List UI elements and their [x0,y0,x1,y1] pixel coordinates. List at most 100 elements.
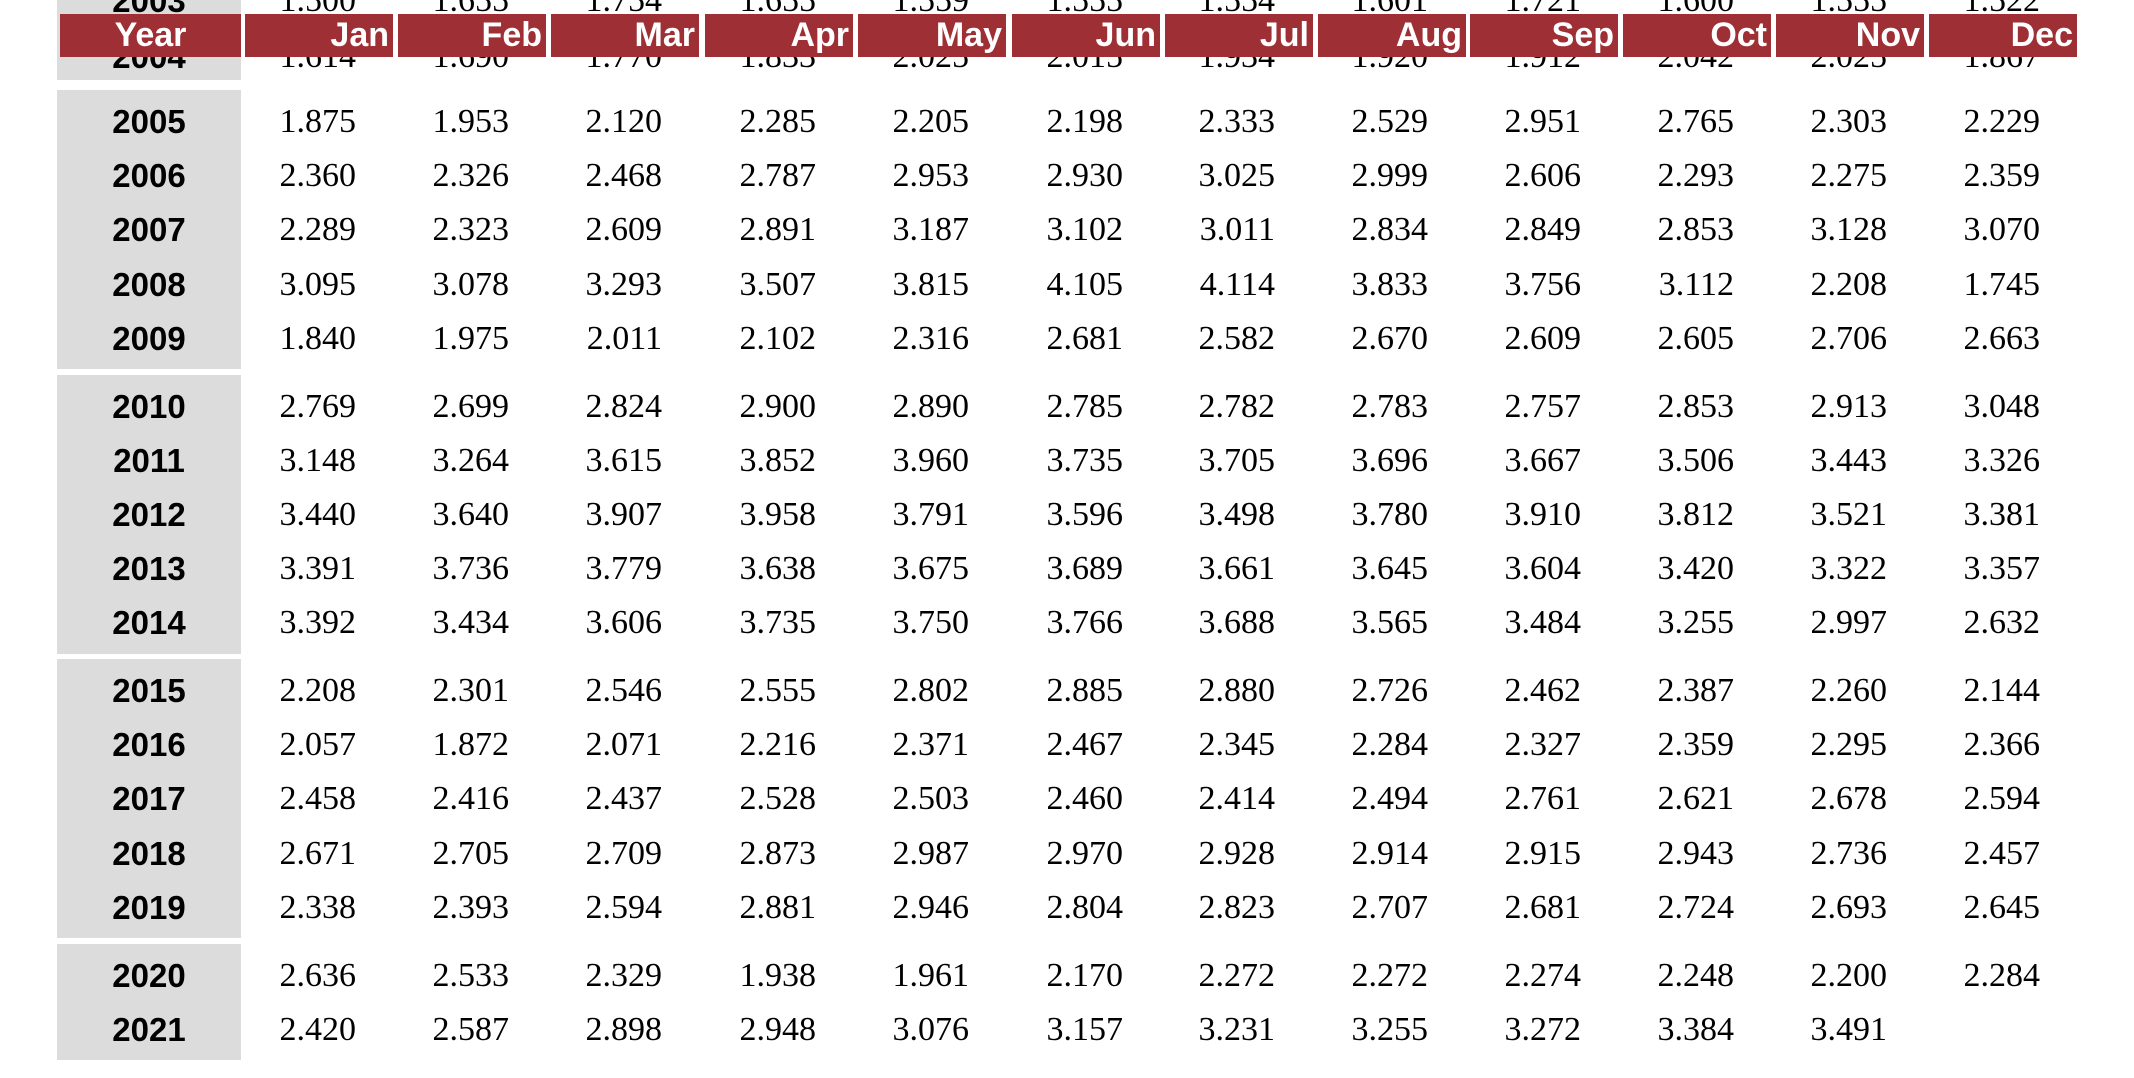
table-cell-value: 2.853 [1657,387,1735,425]
table-cell-value: 1.655 [432,0,510,19]
table-cell-value: 3.640 [432,495,510,533]
table-cell-value: 2.170 [1046,956,1124,994]
table-cell-value: 2.371 [892,726,970,764]
table-cell-value: 3.766 [1046,604,1124,642]
table-cell-value: 3.070 [1963,211,2041,249]
table-cell-value: 3.675 [892,550,970,588]
table-cell-value: 2.885 [1046,672,1124,709]
table-cell-value: 3.507 [739,265,817,303]
table-cell-value: 3.604 [1504,550,1582,588]
table-cell-value: 3.357 [1963,550,2041,588]
table-cell-value: 2.260 [1810,672,1888,709]
table-cell-value: 3.791 [892,495,970,533]
table-cell-value: 2.295 [1810,726,1888,764]
year-band-group [57,659,241,938]
table-cell-value: 3.661 [1198,550,1276,588]
table-cell-value: 1.953 [432,103,510,140]
table-row-year-cell: 2018 [112,834,186,872]
table-cell-value: 3.112 [1658,265,1734,303]
table-row-year-cell: 2013 [112,550,186,588]
table-cell-value: 1.522 [1963,0,2041,19]
table-cell-value: 2.873 [739,834,817,872]
column-header-dec: Dec [1929,14,2077,57]
table-cell-value: 2.301 [432,672,510,709]
table-row-year-cell: 2005 [112,103,186,140]
column-header-jun: Jun [1012,14,1160,57]
table-cell-value: 3.565 [1351,604,1429,642]
table-cell-value: 2.393 [432,888,510,926]
table-cell-value: 2.458 [279,780,357,818]
table-cell-value: 2.216 [739,726,817,764]
table-cell-value: 3.272 [1504,1010,1582,1048]
table-cell-value: 2.609 [585,211,663,249]
table-cell-value: 2.416 [432,780,510,818]
table-cell-value: 4.105 [1046,265,1124,303]
table-row-year-cell: 2006 [112,157,186,195]
table-cell-value: 2.594 [1963,780,2041,818]
table-cell-value: 3.102 [1046,211,1124,249]
table-cell-value: 2.670 [1351,319,1429,357]
table-cell-value: 3.815 [892,265,970,303]
table-cell-value: 2.144 [1963,672,2041,709]
table-cell-value: 3.148 [279,441,357,479]
table-cell-value: 1.600 [1657,0,1735,19]
table-cell-value: 2.705 [432,834,510,872]
table-cell-value: 3.779 [585,550,663,588]
table-cell-value: 3.638 [739,550,817,588]
column-header-feb: Feb [398,14,546,57]
table-cell-value: 2.802 [892,672,970,709]
column-header-apr: Apr [705,14,853,57]
table-cell-value: 2.970 [1046,834,1124,872]
column-header-jul: Jul [1165,14,1313,57]
table-cell-value: 2.707 [1351,888,1429,926]
table-cell-value: 2.987 [892,834,970,872]
table-row-year-cell: 2011 [113,441,185,479]
table-cell-value: 3.667 [1504,441,1582,479]
table-cell-value: 2.678 [1810,780,1888,818]
table-cell-value: 2.699 [432,387,510,425]
table-cell-value: 2.632 [1963,604,2041,642]
table-cell-value: 2.359 [1963,157,2041,195]
table-cell-value: 3.381 [1963,495,2041,533]
table-cell-value: 3.011 [1199,211,1275,249]
column-header-may: May [858,14,1006,57]
table-cell-value: 1.555 [1046,0,1124,19]
table-cell-value: 3.833 [1351,265,1429,303]
table-cell-value: 3.696 [1351,441,1429,479]
table-row-year-cell: 2012 [112,495,186,533]
table-cell-value: 3.735 [1046,441,1124,479]
column-header-year: Year [60,14,241,57]
table-cell-value: 2.303 [1810,103,1888,140]
table-cell-value: 3.958 [739,495,817,533]
table-cell-value: 2.785 [1046,387,1124,425]
table-cell-value: 2.881 [739,888,817,926]
table-cell-value: 3.736 [432,550,510,588]
table-cell-value: 3.750 [892,604,970,642]
table-cell-value: 2.834 [1351,211,1429,249]
table-cell-value: 1.975 [432,319,510,357]
table-cell-value: 2.706 [1810,319,1888,357]
table-cell-value: 2.621 [1657,780,1735,818]
table-cell-value: 3.420 [1657,550,1735,588]
table-row-year-cell: 2017 [112,780,186,818]
table-cell-value: 3.157 [1046,1010,1124,1048]
table-cell-value: 2.420 [279,1010,357,1048]
table-cell-value: 2.928 [1198,834,1276,872]
table-cell-value: 2.272 [1198,956,1276,994]
table-cell-value: 3.756 [1504,265,1582,303]
table-row-year-cell: 2020 [112,956,186,994]
table-cell-value: 2.414 [1198,780,1276,818]
table-cell-value: 3.384 [1657,1010,1735,1048]
table-cell-value: 2.289 [279,211,357,249]
table-cell-value: 2.849 [1504,211,1582,249]
table-cell-value: 2.946 [892,888,970,926]
table-cell-value: 2.930 [1046,157,1124,195]
table-cell-value: 1.555 [1810,0,1888,19]
table-cell-value: 1.754 [585,0,663,19]
table-cell-value: 2.327 [1504,726,1582,764]
table-cell-value: 2.787 [739,157,817,195]
table-cell-value: 2.587 [432,1010,510,1048]
table-cell-value: 3.960 [892,441,970,479]
table-cell-value: 2.943 [1657,834,1735,872]
table-row-year-cell: 2003 [112,0,186,19]
